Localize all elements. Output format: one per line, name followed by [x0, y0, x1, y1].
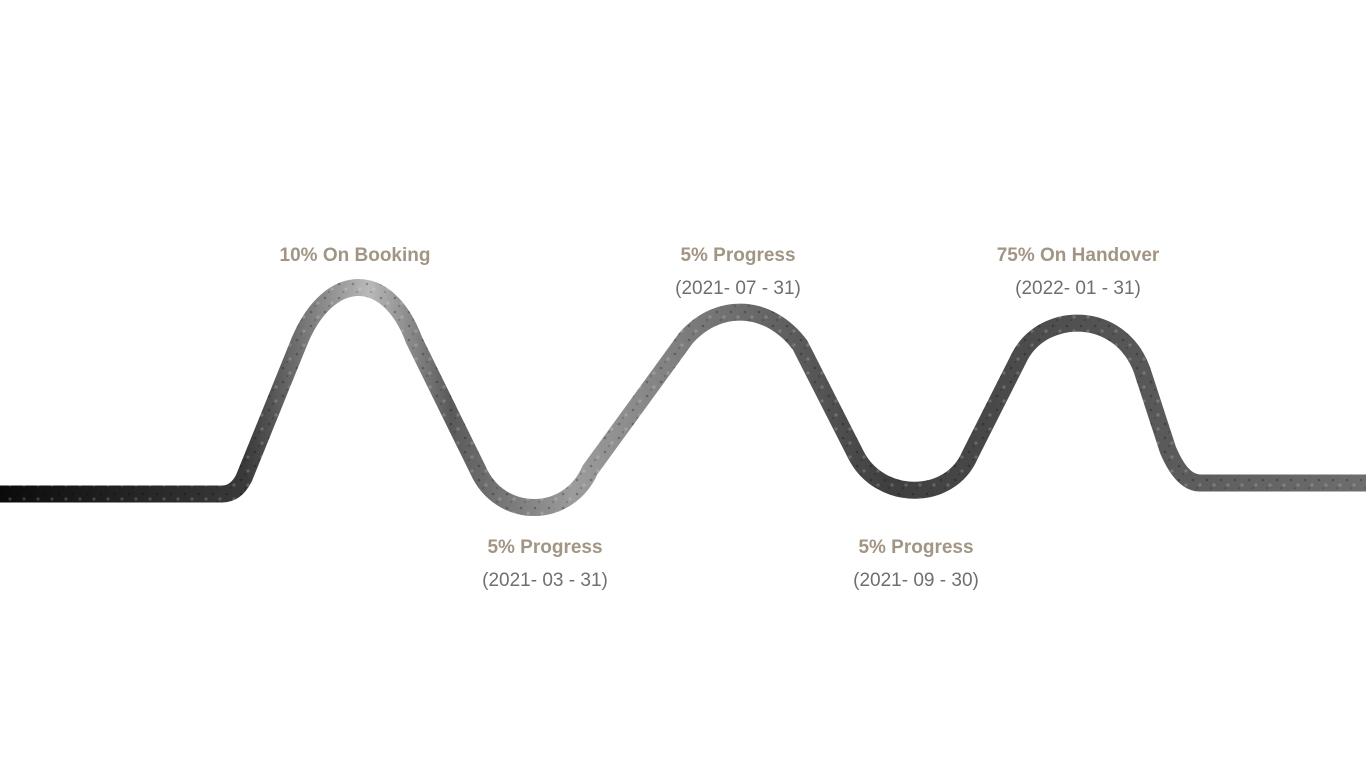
milestone-handover: 75% On Handover (2022- 01 - 31) [948, 245, 1208, 300]
milestone-progress-3: 5% Progress (2021- 09 - 30) [786, 537, 1046, 592]
milestone-date: (2022- 01 - 31) [1015, 278, 1141, 299]
milestone-date: (2021- 07 - 31) [675, 278, 801, 299]
milestone-progress-1: 5% Progress (2021- 03 - 31) [415, 537, 675, 592]
milestone-booking: 10% On Booking [225, 245, 485, 267]
milestone-progress-2: 5% Progress (2021- 07 - 31) [608, 245, 868, 300]
milestone-date: (2021- 03 - 31) [482, 570, 608, 591]
milestone-label: 75% On Handover [996, 245, 1160, 266]
milestone-label: 10% On Booking [279, 245, 431, 266]
milestone-date: (2021- 09 - 30) [853, 570, 979, 591]
milestone-label: 5% Progress [487, 537, 603, 558]
milestone-label: 5% Progress [858, 537, 974, 558]
milestone-label: 5% Progress [680, 245, 796, 266]
